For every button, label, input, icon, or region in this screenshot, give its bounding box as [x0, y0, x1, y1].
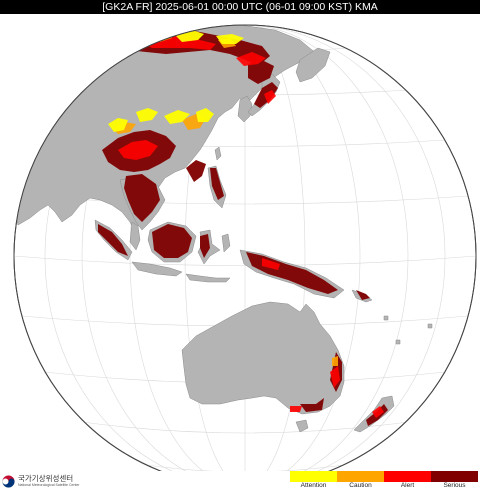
- taiwan-landmass: [214, 146, 222, 161]
- korea-emblem-icon: [2, 475, 15, 488]
- legend-swatch-attention: [290, 471, 337, 482]
- logo-name-english: National Meteorological Satellite Center: [18, 483, 80, 487]
- malay-landmass: [129, 221, 141, 251]
- legend-label-attention: Attention: [300, 482, 327, 489]
- fire-risk-legend: Attention Caution Alert Serious: [290, 471, 478, 490]
- legend-swatch-caution: [337, 471, 384, 482]
- fire-risk-globe-map: [13, 24, 477, 471]
- legend-label-alert: Alert: [400, 482, 415, 489]
- lesser-sunda-landmass: [185, 273, 231, 283]
- moluccas-landmass: [221, 233, 231, 253]
- australia-landmass: [181, 301, 345, 415]
- legend-label-caution: Caution: [349, 482, 372, 489]
- legend-swatch-alert: [384, 471, 431, 482]
- logo-name-korean: 국가기상위성센터: [18, 474, 74, 483]
- java-landmass: [131, 261, 183, 277]
- legend-swatch-serious: [431, 471, 478, 482]
- product-title: [GK2A FR] 2025-06-01 00:00 UTC (06-01 09…: [0, 0, 480, 14]
- korea-landmass: [237, 95, 253, 123]
- tasmania-landmass: [295, 419, 309, 433]
- pacific-islands: [383, 315, 433, 345]
- kamchatka-landmass: [295, 47, 331, 83]
- legend-label-serious: Serious: [443, 482, 466, 489]
- kma-nmsc-logo: 국가기상위성센터 National Meteorological Satelli…: [2, 474, 82, 490]
